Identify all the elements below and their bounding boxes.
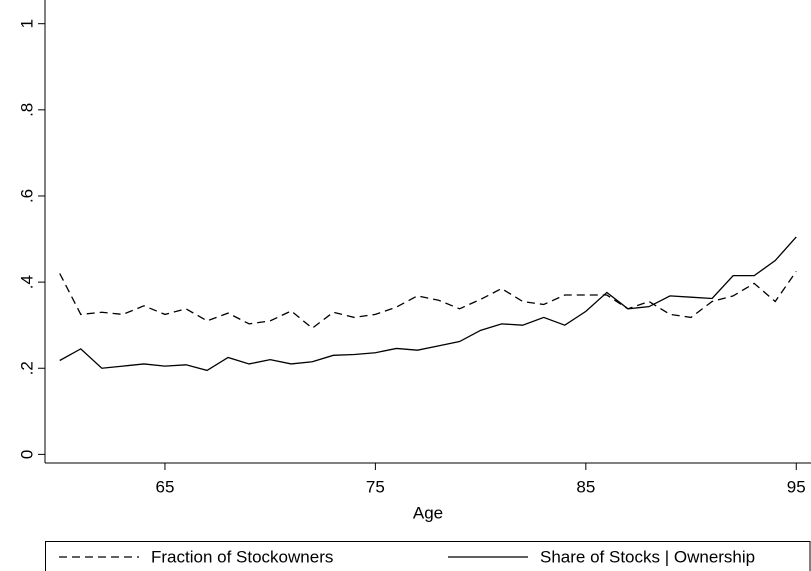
y-tick-label: .6 [17, 189, 36, 203]
series-line [59, 270, 797, 330]
x-tick-label: 85 [576, 477, 595, 496]
y-tick-label: .2 [17, 361, 36, 375]
series-line [59, 236, 797, 372]
x-tick-label: 95 [787, 477, 806, 496]
legend-label: Fraction of Stockowners [151, 547, 333, 566]
y-tick-label: 0 [17, 450, 36, 459]
x-tick-label: 75 [366, 477, 385, 496]
x-tick-label: 65 [155, 477, 174, 496]
y-tick-label: .4 [17, 275, 36, 289]
legend-label: Share of Stocks | Ownership [540, 547, 755, 566]
y-tick-label: .8 [17, 103, 36, 117]
legend-box [45, 541, 811, 571]
x-axis-label: Age [413, 503, 443, 522]
y-tick-label: 1 [17, 19, 36, 28]
